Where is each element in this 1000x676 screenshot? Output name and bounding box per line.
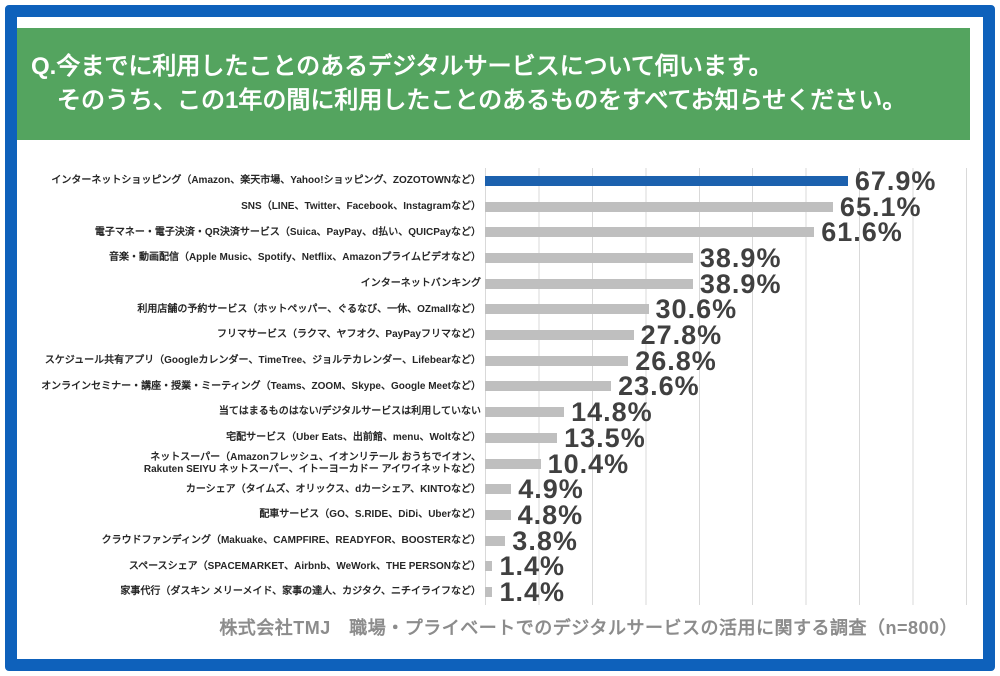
bar — [485, 304, 649, 315]
chart-row: 家事代行（ダスキン メリーメイド、家事の達人、カジタク、ニチイライフなど） 1.… — [17, 577, 966, 608]
bar-track: 10.4% — [485, 448, 966, 479]
chart-row: クラウドファンディング（Makuake、CAMPFIRE、READYFOR、BO… — [17, 525, 966, 556]
chart-row: ネットスーパー（Amazonフレッシュ、イオンリテール おうちでイオン、 Raku… — [17, 448, 966, 479]
value-label: 61.6% — [821, 217, 903, 248]
category-label: インターネットバンキング — [360, 277, 481, 289]
category-label: 電子マネー・電子決済・QR決済サービス（Suica、PayPay、d払い、QUI… — [94, 226, 481, 238]
bar — [485, 561, 493, 572]
category-label: 音楽・動画配信（Apple Music、Spotify、Netflix、Amaz… — [108, 252, 481, 264]
question-line-1: Q.今までに利用したことのあるデジタルサービスについて伺います。 — [31, 53, 773, 80]
category-label: 利用店舗の予約サービス（ホットペッパー、ぐるなび、一休、OZmallなど） — [137, 303, 481, 315]
category-label: オンラインセミナー・講座・授業・ミーティング（Teams、ZOOM、Skype、… — [41, 380, 481, 392]
bar-track: 26.8% — [485, 345, 966, 376]
bar-track: 65.1% — [485, 191, 966, 222]
bar — [485, 458, 541, 469]
value-label: 1.4% — [499, 577, 566, 608]
value-label: 26.8% — [635, 345, 717, 376]
value-label: 23.6% — [618, 371, 700, 402]
chart-row: インターネットショッピング（Amazon、楽天市場、Yahoo!ショッピング、Z… — [17, 165, 966, 196]
category-label: スケジュール共有アプリ（Googleカレンダー、TimeTree、ジョルテカレン… — [44, 355, 481, 367]
bar-track: 14.8% — [485, 397, 966, 428]
footer-note: 株式会社TMJ 職場・プライベートでのデジタルサービスの活用に関する調査（n=8… — [219, 618, 958, 638]
bar-track: 23.6% — [485, 371, 966, 402]
category-label: SNS（LINE、Twitter、Facebook、Instagramなど） — [241, 200, 481, 212]
bar-track: 61.6% — [485, 217, 966, 248]
chart-row: フリマサービス（ラクマ、ヤフオク、PayPayフリマなど） 27.8% — [17, 320, 966, 351]
category-label: フリマサービス（ラクマ、ヤフオク、PayPayフリマなど） — [217, 329, 481, 341]
category-label: 当てはまるものはない/デジタルサービスは利用していない — [218, 406, 481, 418]
bar-track: 13.5% — [485, 422, 966, 453]
value-label: 30.6% — [655, 294, 738, 325]
value-label: 13.5% — [564, 422, 646, 453]
bar — [485, 201, 833, 212]
chart-row: スペースシェア（SPACEMARKET、Airbnb、WeWork、THE PE… — [17, 551, 966, 582]
bar-track: 27.8% — [485, 320, 966, 351]
chart-row: 配車サービス（GO、S.RIDE、DiDi、Uberなど） 4.8% — [17, 499, 966, 530]
value-label: 4.8% — [517, 499, 584, 530]
bar — [485, 509, 511, 520]
bar-track: 1.4% — [485, 551, 966, 582]
category-label: 配車サービス（GO、S.RIDE、DiDi、Uberなど） — [259, 509, 481, 521]
value-label: 27.8% — [640, 320, 723, 351]
category-label: カーシェア（タイムズ、オリックス、dカーシェア、KINTOなど） — [185, 483, 481, 495]
bar — [485, 535, 506, 546]
chart-row: 音楽・動画配信（Apple Music、Spotify、Netflix、Amaz… — [17, 242, 966, 273]
bar-track: 38.9% — [485, 268, 966, 299]
value-label: 14.8% — [571, 397, 653, 428]
bar — [485, 252, 693, 263]
bar — [485, 330, 634, 341]
chart-row: 当てはまるものはない/デジタルサービスは利用していない 14.8% — [17, 397, 966, 428]
value-label: 1.4% — [499, 551, 566, 582]
category-label: 宅配サービス（Uber Eats、出前館、menu、Woltなど） — [226, 432, 481, 444]
chart-row: オンラインセミナー・講座・授業・ミーティング（Teams、ZOOM、Skype、… — [17, 371, 966, 402]
value-label: 3.8% — [512, 525, 578, 556]
chart-row: 利用店舗の予約サービス（ホットペッパー、ぐるなび、一休、OZmallなど） 30… — [17, 294, 966, 325]
value-label: 38.9% — [699, 268, 782, 299]
bar — [485, 407, 565, 418]
bar — [485, 175, 848, 186]
question-line-2: そのうち、この1年の間に利用したことのあるものをすべてお知らせください。 — [57, 87, 907, 114]
bar — [485, 381, 612, 392]
value-label: 65.1% — [839, 191, 922, 222]
bar — [485, 278, 693, 289]
bar-chart: インターネットショッピング（Amazon、楽天市場、Yahoo!ショッピング、Z… — [17, 165, 967, 608]
bar-track: 1.4% — [485, 577, 966, 608]
value-label: 38.9% — [699, 242, 782, 273]
chart-row: 宅配サービス（Uber Eats、出前館、menu、Woltなど） 13.5% — [17, 422, 966, 453]
category-label: インターネットショッピング（Amazon、楽天市場、Yahoo!ショッピング、Z… — [51, 175, 481, 187]
chart-row: 電子マネー・電子決済・QR決済サービス（Suica、PayPay、d払い、QUI… — [17, 217, 966, 248]
chart-row: インターネットバンキング 38.9% — [17, 268, 966, 299]
category-label: 家事代行（ダスキン メリーメイド、家事の達人、カジタク、ニチイライフなど） — [120, 586, 481, 598]
bar-track: 30.6% — [485, 294, 966, 325]
question-header: Q.今までに利用したことのあるデジタルサービスについて伺います。 そのうち、この… — [17, 28, 970, 140]
value-label: 10.4% — [547, 448, 630, 479]
chart-row: カーシェア（タイムズ、オリックス、dカーシェア、KINTOなど） 4.9% — [17, 474, 966, 505]
bar-track: 4.8% — [485, 499, 966, 530]
bar — [485, 484, 512, 495]
bar — [485, 355, 629, 366]
value-label: 67.9% — [854, 165, 937, 196]
bar-track: 3.8% — [485, 525, 966, 556]
bar — [485, 587, 493, 598]
bar — [485, 227, 815, 238]
value-label: 4.9% — [518, 474, 584, 505]
bar — [485, 432, 558, 443]
category-label: クラウドファンディング（Makuake、CAMPFIRE、READYFOR、BO… — [101, 534, 481, 546]
chart-row: SNS（LINE、Twitter、Facebook、Instagramなど） 6… — [17, 191, 966, 222]
category-label: スペースシェア（SPACEMARKET、Airbnb、WeWork、THE PE… — [128, 560, 481, 572]
category-label: ネットスーパー（Amazonフレッシュ、イオンリテール おうちでイオン、 Raku… — [143, 452, 481, 475]
bar-track: 67.9% — [485, 165, 966, 196]
chart-rows: インターネットショッピング（Amazon、楽天市場、Yahoo!ショッピング、Z… — [17, 165, 966, 608]
bar-track: 38.9% — [485, 242, 966, 273]
bar-track: 4.9% — [485, 474, 966, 505]
chart-row: スケジュール共有アプリ（Googleカレンダー、TimeTree、ジョルテカレン… — [17, 345, 966, 376]
